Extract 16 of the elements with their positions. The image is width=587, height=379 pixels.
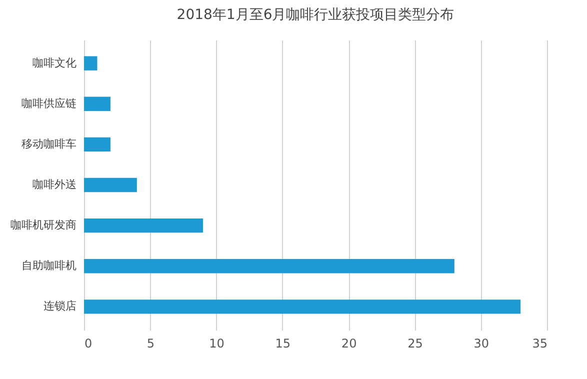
x-tick-label: 15: [275, 336, 291, 350]
x-tick-label: 25: [408, 336, 423, 350]
x-tick-label: 35: [532, 336, 548, 350]
chart-title: 2018年1月至6月咖啡行业获投项目类型分布: [176, 7, 454, 23]
y-tick-label: 咖啡机研发商: [10, 218, 76, 232]
y-tick-label: 咖啡外送: [32, 178, 76, 191]
x-tick-label: 5: [146, 336, 154, 350]
y-tick-label: 咖啡文化: [32, 56, 76, 70]
y-tick-label: 连锁店: [44, 300, 76, 313]
y-tick-label: 自助咖啡机: [22, 259, 76, 272]
y-tick-label: 咖啡供应链: [22, 96, 76, 110]
y-tick-label: 移动咖啡车: [22, 137, 76, 150]
x-tick-label: 20: [341, 336, 357, 350]
x-tick-label: 0: [84, 336, 92, 350]
x-tick-label: 30: [474, 336, 489, 350]
x-tick-label: 10: [209, 336, 224, 350]
